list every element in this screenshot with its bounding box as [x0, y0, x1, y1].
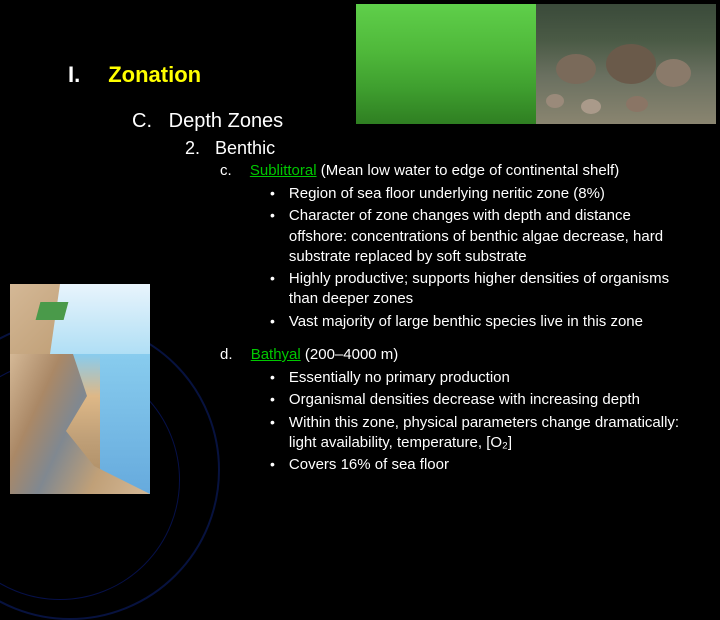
bathyal-rest: (200–4000 m)	[301, 346, 399, 363]
list-item: •Character of zone changes with depth an…	[270, 206, 690, 267]
sub-c-letter: c.	[220, 162, 232, 179]
section-2-numeral: 2.	[185, 138, 200, 158]
list-item: •Organismal densities decrease with incr…	[270, 390, 690, 410]
sublittoral-heading: c. Sublittoral (Mean low water to edge o…	[220, 162, 619, 179]
section-c-letter: C.	[132, 110, 152, 132]
sublittoral-term: Sublittoral	[250, 162, 317, 179]
list-item: •Vast majority of large benthic species …	[270, 312, 690, 332]
bathyal-term: Bathyal	[251, 346, 301, 363]
section-2-heading: 2. Benthic	[185, 138, 275, 159]
list-item: •Essentially no primary production	[270, 368, 690, 388]
section-c-heading: C. Depth Zones	[132, 110, 283, 133]
list-item: •Covers 16% of sea floor	[270, 455, 690, 475]
list-item: •Highly productive; supports higher dens…	[270, 269, 690, 310]
seafloor-green-image	[356, 4, 536, 124]
slide-title: I. Zonation	[68, 62, 201, 88]
section-c-label: Depth Zones	[169, 110, 284, 132]
bathyal-bullets: •Essentially no primary production •Orga…	[270, 368, 690, 477]
title-numeral: I.	[68, 62, 80, 88]
sublittoral-bullets: •Region of sea floor underlying neritic …	[270, 184, 690, 334]
list-item: •Within this zone, physical parameters c…	[270, 413, 690, 454]
ocean-zones-diagram	[10, 284, 150, 494]
seafloor-rocks-image	[536, 4, 716, 124]
list-item: •Region of sea floor underlying neritic …	[270, 184, 690, 204]
sublittoral-rest: (Mean low water to edge of continental s…	[317, 162, 620, 179]
section-2-label: Benthic	[215, 138, 275, 158]
title-text: Zonation	[108, 62, 201, 88]
sub-d-letter: d.	[220, 346, 233, 363]
bathyal-heading: d. Bathyal (200–4000 m)	[220, 346, 398, 363]
top-image-row	[356, 4, 716, 124]
